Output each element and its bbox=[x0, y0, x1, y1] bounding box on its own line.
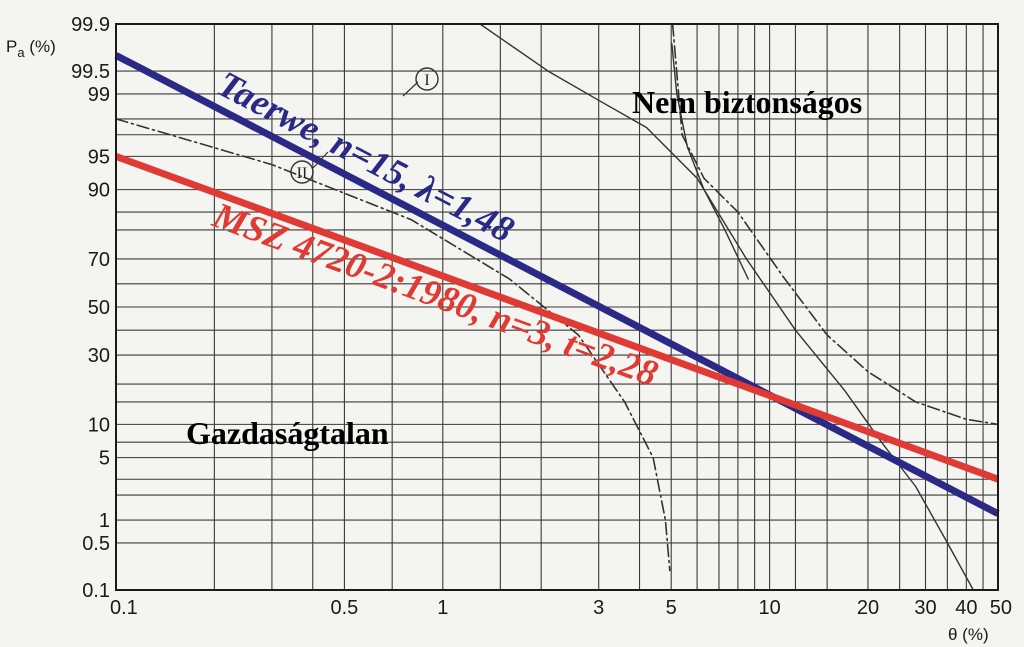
x-tick-label: 0.5 bbox=[331, 597, 359, 619]
x-axis-title: θ (%) bbox=[948, 625, 989, 644]
curve-I-marker: I bbox=[402, 67, 439, 97]
x-tick-labels: 0.1 0.5 1 3 5 10 20 30 40 50 bbox=[110, 597, 1012, 619]
curve-I-circle bbox=[415, 67, 439, 91]
y-tick-label: 90 bbox=[88, 180, 110, 202]
y-tick-label: 99 bbox=[88, 84, 110, 106]
y-tick-label: 95 bbox=[88, 146, 110, 168]
y-axis-title-sub: a bbox=[17, 45, 25, 60]
x-tick-label: 20 bbox=[857, 597, 879, 619]
y-tick-label: 10 bbox=[88, 414, 110, 436]
y-tick-label: 50 bbox=[88, 297, 110, 319]
curve-II-id: II bbox=[297, 165, 308, 182]
y-axis-title-main: P bbox=[6, 37, 17, 56]
main-series-lines bbox=[114, 52, 1000, 517]
region-label-unsafe: Nem biztonságos bbox=[632, 84, 862, 120]
grid-lines bbox=[115, 23, 999, 591]
series-line-msz bbox=[114, 153, 1000, 483]
x-tick-label: 3 bbox=[593, 597, 604, 619]
reference-curve-i bbox=[479, 23, 974, 591]
curve-II-circle bbox=[290, 160, 314, 184]
y-tick-label: 99.9 bbox=[71, 14, 110, 36]
y-axis-title: Pa (%) bbox=[6, 37, 56, 60]
y-tick-label: 5 bbox=[99, 448, 110, 470]
x-tick-label: 30 bbox=[914, 597, 936, 619]
curve-II-leader bbox=[312, 151, 329, 169]
plot-frame bbox=[115, 23, 999, 591]
reference-curve-ii bbox=[115, 118, 671, 572]
x-tick-label: 5 bbox=[666, 597, 677, 619]
y-tick-label: 30 bbox=[88, 345, 110, 367]
reference-curve-ii-branch bbox=[671, 23, 999, 426]
y-tick-label: 1 bbox=[99, 510, 110, 532]
x-tick-label: 40 bbox=[955, 597, 977, 619]
y-tick-label: 99.5 bbox=[71, 61, 110, 83]
curve-I-leader bbox=[402, 81, 419, 97]
y-tick-label: 0.5 bbox=[82, 533, 110, 555]
x-tick-label: 50 bbox=[990, 597, 1012, 619]
y-axis-title-unit: (%) bbox=[25, 37, 56, 56]
y-tick-label: 0.1 bbox=[82, 580, 110, 602]
series-line-taerwe bbox=[114, 52, 1000, 517]
x-tick-label: 0.1 bbox=[110, 597, 138, 619]
y-tick-label: 70 bbox=[88, 249, 110, 271]
reference-curve-i-branch bbox=[671, 42, 749, 280]
x-tick-label: 10 bbox=[758, 597, 780, 619]
curve-I-id: I bbox=[424, 72, 429, 89]
reference-curves bbox=[115, 23, 999, 591]
curve-II-marker: II bbox=[290, 151, 329, 184]
x-tick-label: 1 bbox=[437, 597, 448, 619]
region-label-uneconomic: Gazdaságtalan bbox=[186, 415, 389, 451]
